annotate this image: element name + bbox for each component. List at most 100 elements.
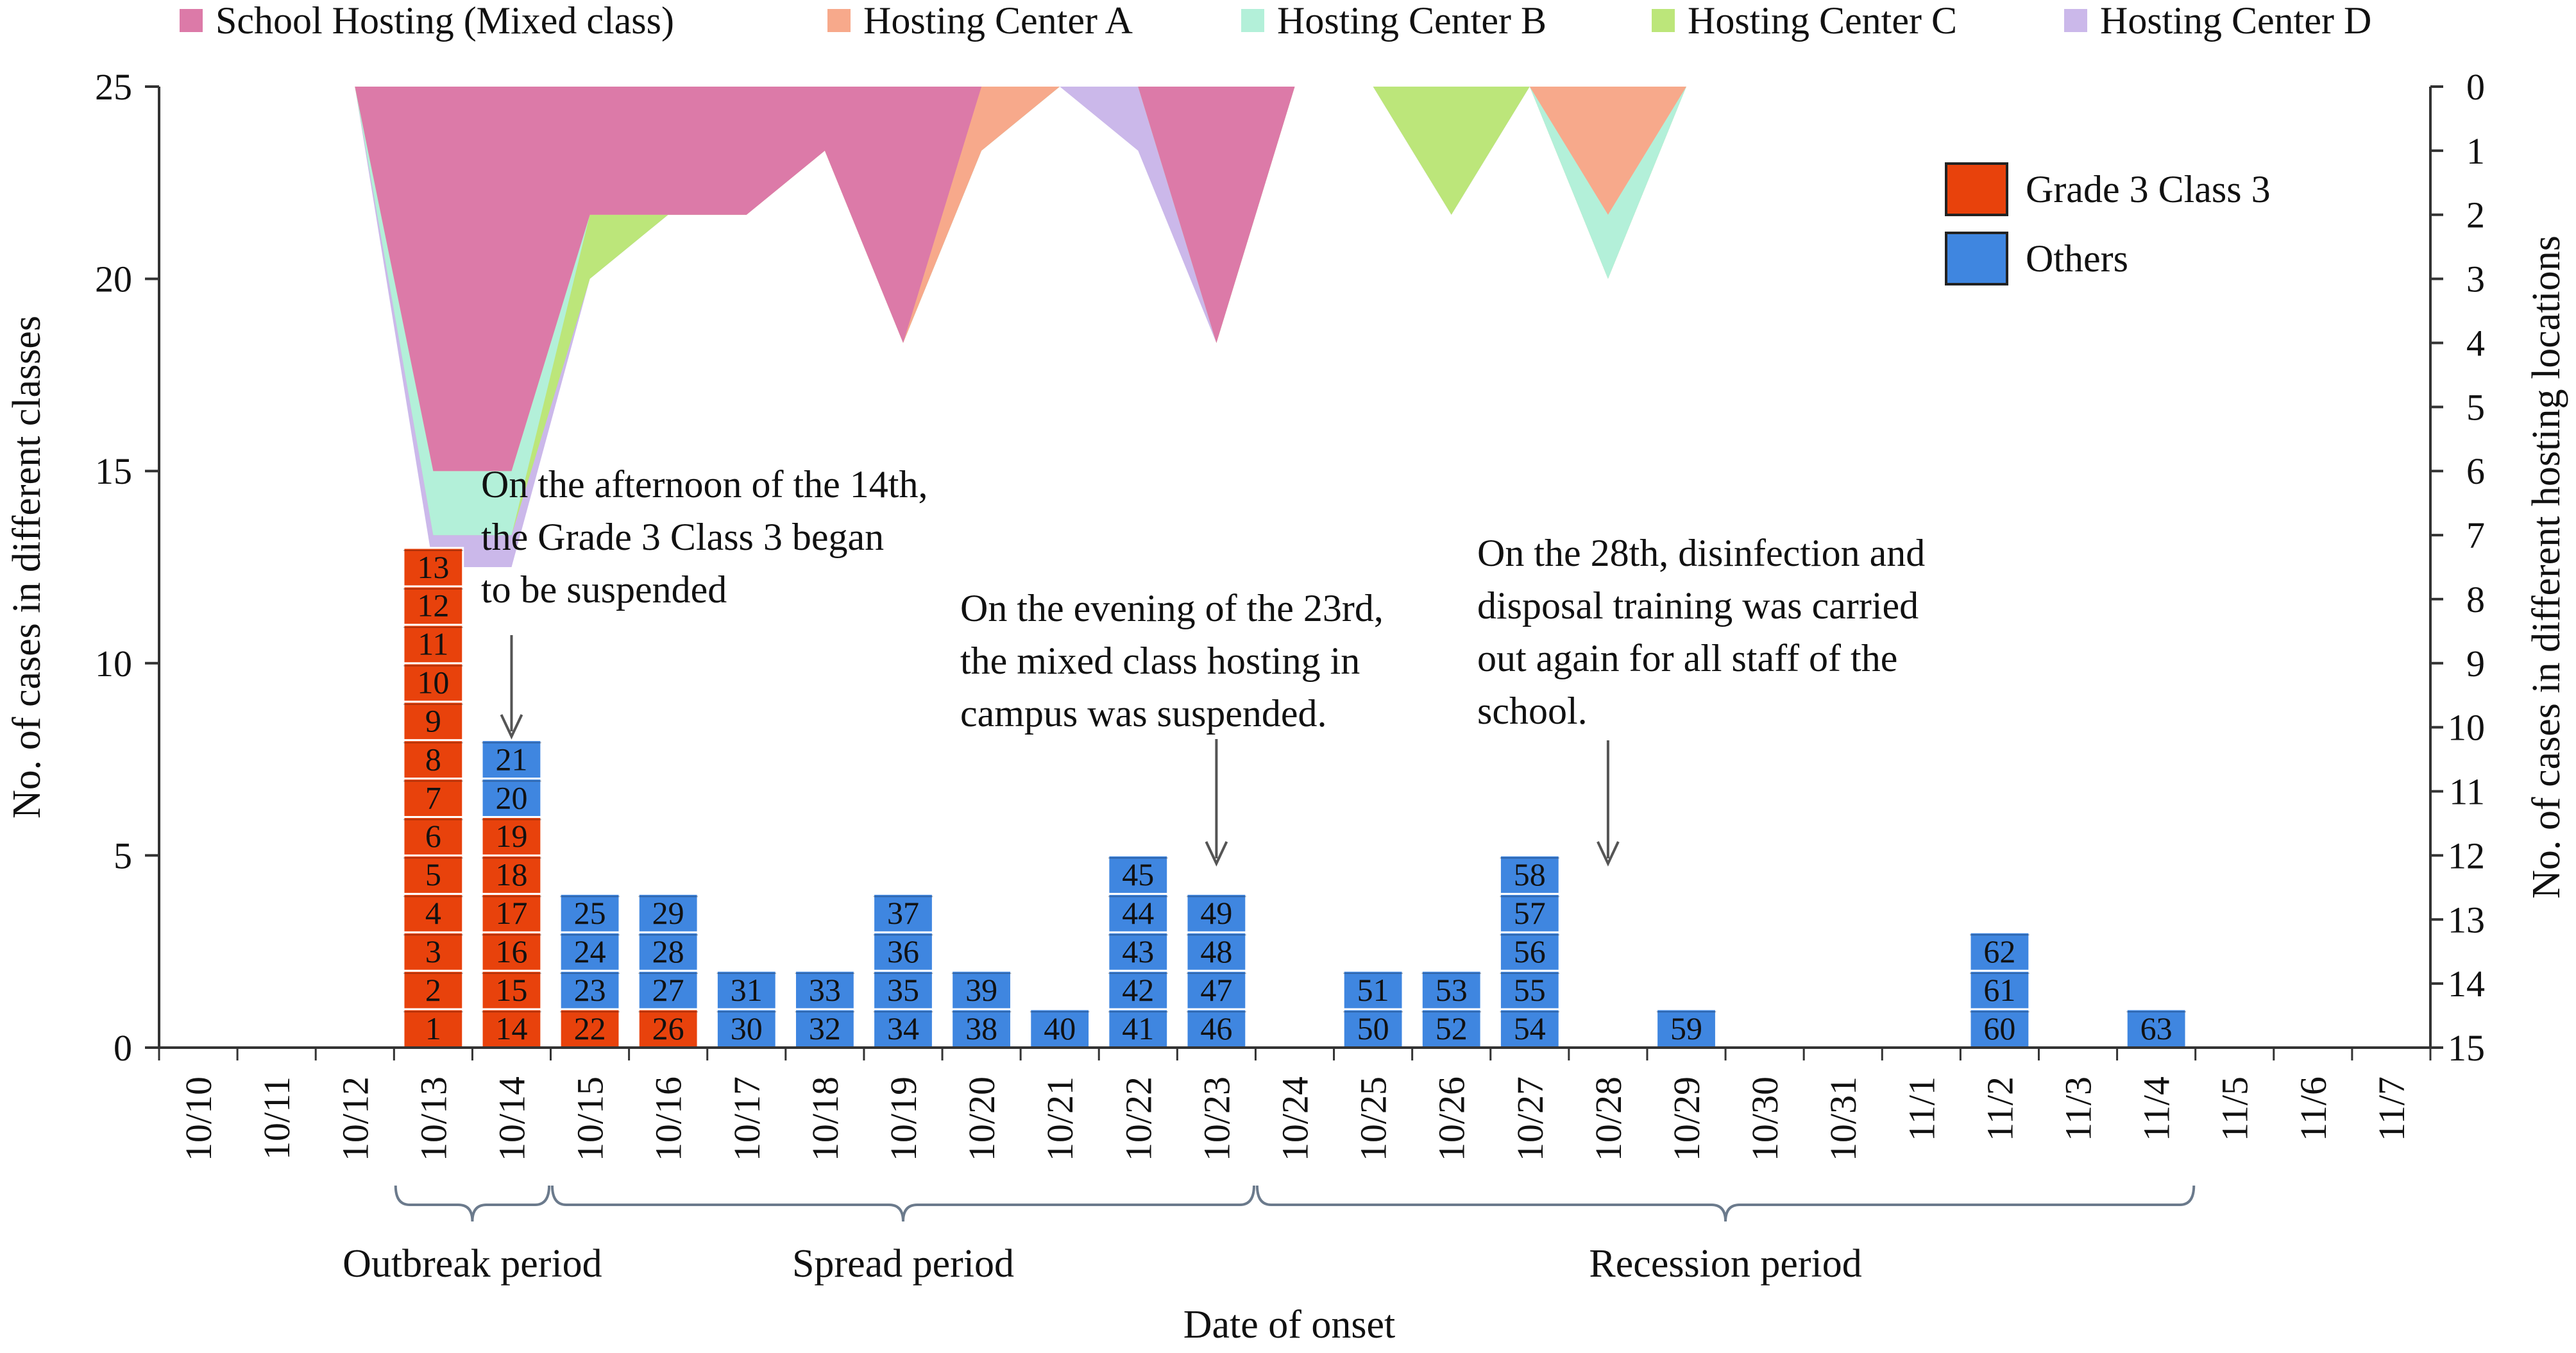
legend-item: Hosting Center D xyxy=(2064,0,2371,42)
case-number-label: 31 xyxy=(731,972,763,1008)
annotation-line: out again for all staff of the xyxy=(1477,637,1897,679)
case-cell: 51 xyxy=(1342,969,1404,1010)
case-number-label: 37 xyxy=(887,895,919,931)
legend-swatch xyxy=(827,9,851,32)
case-number-label: 22 xyxy=(574,1010,606,1046)
x-tick-label: 10/23 xyxy=(1196,1076,1237,1161)
case-number-label: 61 xyxy=(1983,972,2015,1008)
case-number-label: 18 xyxy=(495,856,527,892)
case-number-label: 8 xyxy=(425,741,441,777)
case-number-label: 5 xyxy=(425,856,441,892)
bar-segment xyxy=(480,931,543,972)
case-cell: 35 xyxy=(872,969,934,1010)
annotation-line: school. xyxy=(1477,690,1588,732)
case-number-label: 13 xyxy=(417,549,449,585)
x-tick-label: 10/24 xyxy=(1275,1076,1316,1161)
case-number-label: 4 xyxy=(425,895,441,931)
legend-label: Hosting Center D xyxy=(2100,0,2371,42)
x-tick-label: 10/12 xyxy=(334,1076,376,1161)
x-tick-label: 11/2 xyxy=(1979,1076,2021,1141)
bar-segment xyxy=(480,815,543,856)
right-tick-label: 7 xyxy=(2466,515,2485,556)
x-axis-title: Date of onset xyxy=(1183,1303,1396,1347)
bar-segment xyxy=(1969,931,2031,972)
case-number-label: 45 xyxy=(1122,856,1154,892)
period-label: Outbreak period xyxy=(343,1242,602,1286)
case-number-label: 29 xyxy=(652,895,684,931)
period-label: Recession period xyxy=(1589,1242,1861,1286)
bar-segment xyxy=(1107,969,1169,1010)
case-cell: 54 xyxy=(1498,1008,1561,1049)
x-tick-label: 10/20 xyxy=(961,1076,1003,1161)
case-cell: 31 xyxy=(715,969,777,1010)
case-cell: 22 xyxy=(559,1008,621,1049)
case-number-label: 26 xyxy=(652,1010,684,1046)
case-cell: 32 xyxy=(793,1008,856,1049)
right-tick-label: 2 xyxy=(2466,194,2485,236)
case-cell: 56 xyxy=(1498,931,1561,972)
case-number-label: 33 xyxy=(809,972,841,1008)
case-cell: 61 xyxy=(1969,969,2031,1010)
case-cell: 36 xyxy=(872,931,934,972)
case-cell: 24 xyxy=(559,931,621,972)
bar-segment xyxy=(1029,1008,1091,1049)
bar-segment xyxy=(715,969,777,1010)
annotation: On the evening of the 23rd, the mixed cla… xyxy=(960,587,1384,867)
left-tick-label: 0 xyxy=(114,1027,132,1069)
legend-swatch xyxy=(180,9,203,32)
case-cell: 4 xyxy=(402,892,464,933)
right-tick-label: 13 xyxy=(2448,899,2485,940)
case-cell: 53 xyxy=(1420,969,1482,1010)
period-bracket: Outbreak period xyxy=(343,1185,602,1286)
case-number-label: 57 xyxy=(1514,895,1546,931)
case-number-label: 28 xyxy=(652,933,684,969)
area-school-hosting-mixed-class xyxy=(355,87,1295,472)
case-number-label: 19 xyxy=(495,818,527,854)
x-tick-label: 11/1 xyxy=(1901,1076,1942,1141)
bracket-path xyxy=(550,1185,1256,1222)
legend-item: Grade 3 Class 3 xyxy=(1945,162,2271,216)
case-number-label: 55 xyxy=(1514,972,1546,1008)
right-tick-label: 9 xyxy=(2466,643,2485,685)
case-number-label: 40 xyxy=(1044,1010,1076,1046)
case-cell: 52 xyxy=(1420,1008,1482,1049)
case-cell: 1 xyxy=(402,1008,464,1049)
bar-segment xyxy=(402,547,464,588)
right-tick-label: 3 xyxy=(2466,259,2485,300)
right-tick-label: 11 xyxy=(2449,771,2485,813)
left-tick-label: 5 xyxy=(114,835,132,876)
bar-segment xyxy=(1498,931,1561,972)
right-tick-label: 15 xyxy=(2448,1027,2485,1069)
legend-label: Others xyxy=(2026,237,2128,280)
bar-segment xyxy=(1498,1008,1561,1049)
case-cell: 19 xyxy=(480,815,543,856)
case-number-label: 58 xyxy=(1514,856,1546,892)
case-cell: 45 xyxy=(1107,854,1169,895)
legend-item: Hosting Center A xyxy=(827,0,1133,42)
case-number-label: 16 xyxy=(495,933,527,969)
annotation-arrow-head xyxy=(500,714,523,740)
case-cell: 49 xyxy=(1185,892,1248,933)
case-number-label: 63 xyxy=(2140,1010,2173,1046)
bar-segment xyxy=(402,585,464,626)
bar-segment xyxy=(715,1008,777,1049)
legend-label: Grade 3 Class 3 xyxy=(2026,168,2271,210)
annotation-line: disposal training was carried xyxy=(1477,584,1919,627)
x-tick-label: 11/3 xyxy=(2058,1076,2099,1141)
case-number-label: 54 xyxy=(1514,1010,1546,1046)
x-tick-label: 10/13 xyxy=(412,1076,454,1161)
bar-segment xyxy=(872,931,934,972)
case-number-label: 17 xyxy=(495,895,527,931)
case-cell: 3 xyxy=(402,931,464,972)
case-cell: 25 xyxy=(559,892,621,933)
period-label: Spread period xyxy=(792,1242,1014,1286)
case-cell: 18 xyxy=(480,854,543,895)
x-tick-label: 10/14 xyxy=(491,1076,533,1161)
period-brackets: Outbreak period Spread period Recession pe… xyxy=(343,1185,2196,1286)
case-cell: 59 xyxy=(1656,1008,1717,1049)
case-number-label: 3 xyxy=(425,933,441,969)
annotation-line: campus was suspended. xyxy=(960,692,1327,735)
bar-segment xyxy=(559,969,621,1010)
